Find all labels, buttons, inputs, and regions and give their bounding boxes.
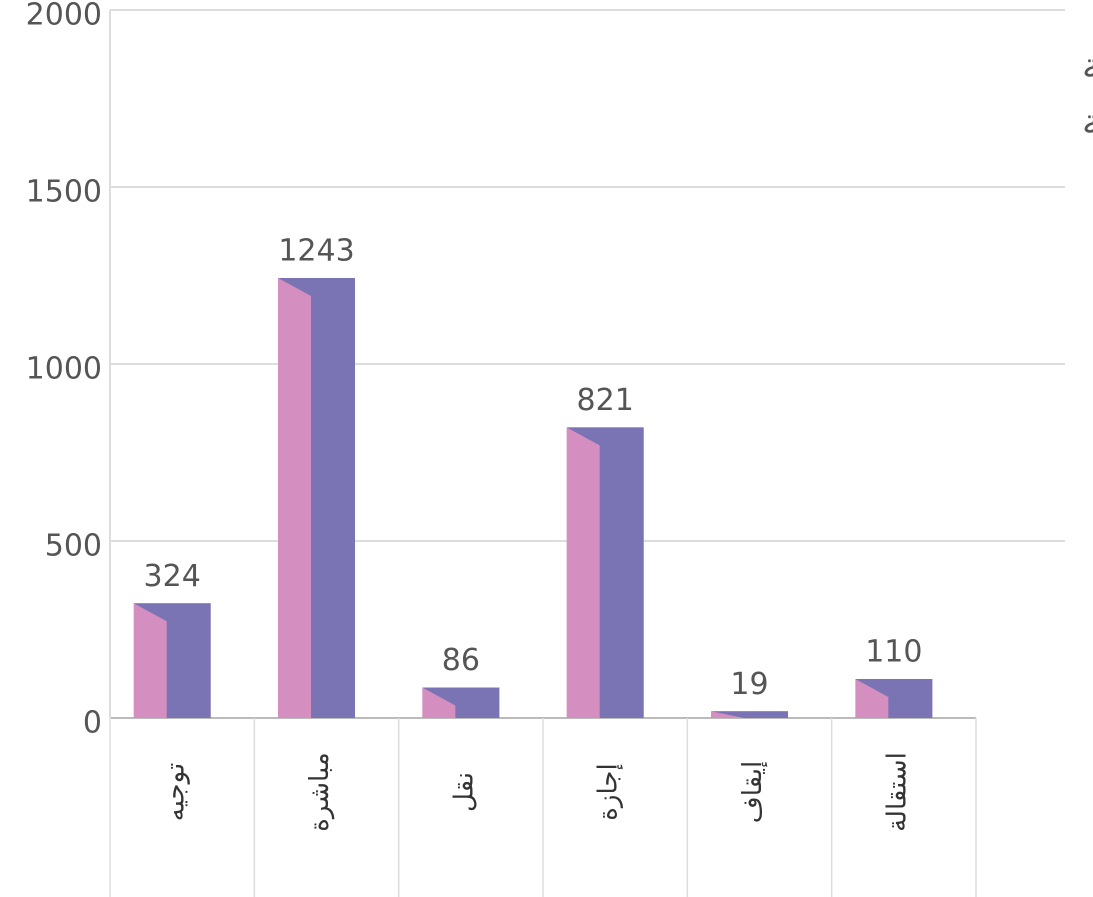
x-tick-label: نقل xyxy=(449,772,479,812)
bar xyxy=(855,679,933,718)
value-label: 86 xyxy=(442,643,480,678)
y-tick-label: 2000 xyxy=(26,0,102,33)
bar xyxy=(566,427,644,718)
bar xyxy=(422,687,500,718)
y-tick-label: 1000 xyxy=(26,352,102,387)
value-label: 110 xyxy=(865,635,922,670)
bar xyxy=(133,603,211,718)
value-label: 324 xyxy=(144,559,201,594)
x-tick-label: إيقاف xyxy=(738,761,768,824)
x-tick-label: مباشرة xyxy=(305,752,335,831)
value-label: 19 xyxy=(730,667,768,702)
x-tick-label: استقالة xyxy=(882,752,912,832)
x-tick-label: إجازة xyxy=(594,763,624,820)
value-label: 1243 xyxy=(278,233,354,268)
bar xyxy=(278,277,355,718)
annotation: مقابلات تعليمية ٢٩٢ مقابلة xyxy=(1082,46,1093,87)
value-label: 821 xyxy=(577,383,634,418)
y-tick-label: 1500 xyxy=(26,175,102,210)
annotation: مقابلات إدارية ٥٠ مقابلة xyxy=(1082,102,1093,143)
y-tick-label: 500 xyxy=(45,529,102,564)
y-tick-label: 0 xyxy=(83,706,102,741)
x-tick-label: توجيه xyxy=(161,763,191,822)
bar xyxy=(711,711,788,718)
